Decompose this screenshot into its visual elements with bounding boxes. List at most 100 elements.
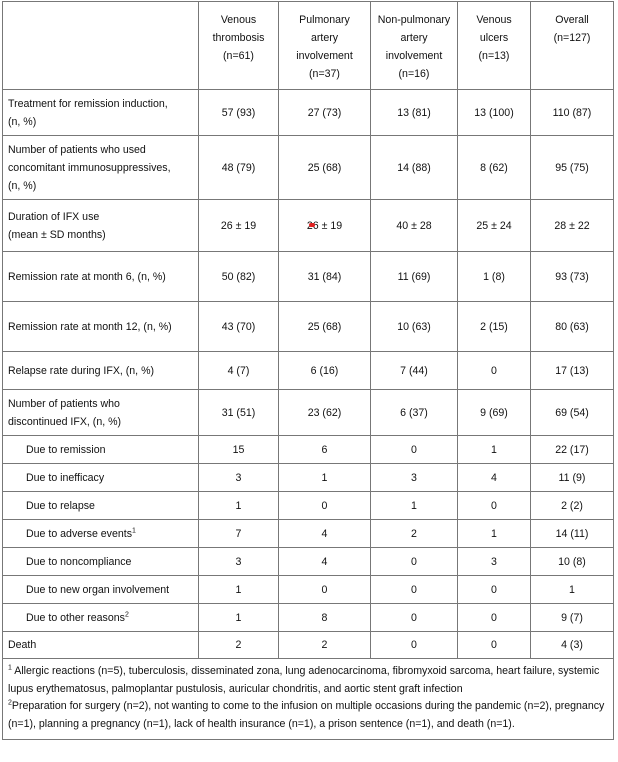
- value-cell: 22 (17): [530, 435, 614, 464]
- label-line: (n, %): [8, 179, 37, 192]
- value-cell: 3: [370, 463, 458, 492]
- row-label: Death: [2, 631, 199, 659]
- value-cell: 40 ± 28: [370, 199, 458, 252]
- value-cell: 48 (79): [198, 135, 279, 200]
- label-text: Due to remission: [26, 443, 106, 456]
- header-line: (n=16): [398, 68, 430, 80]
- sub-row-label: Due to adverse events1: [2, 519, 199, 548]
- value-cell: 15: [198, 435, 279, 464]
- label-line: Remission rate at month 6, (n, %): [8, 270, 166, 283]
- table-row: Remission rate at month 12, (n, %) 43 (70…: [2, 301, 614, 352]
- value-cell: 25 (68): [278, 301, 371, 352]
- red-mark: [309, 223, 315, 227]
- value-cell: 0: [457, 575, 531, 604]
- value-cell: 23 (62): [278, 389, 371, 436]
- label-line: Number of patients who: [8, 397, 120, 410]
- row-label: Remission rate at month 6, (n, %): [2, 251, 199, 302]
- value-cell: 10 (8): [530, 547, 614, 576]
- value-cell: 14 (11): [530, 519, 614, 548]
- value-cell: 10 (63): [370, 301, 458, 352]
- header-line: Pulmonary: [299, 14, 350, 26]
- value-cell: 2: [198, 631, 279, 659]
- value-cell: 7: [198, 519, 279, 548]
- value-cell: 1: [370, 491, 458, 520]
- value-cell: 31 (84): [278, 251, 371, 302]
- value-cell: 1: [457, 435, 531, 464]
- value-cell: 57 (93): [198, 89, 279, 136]
- value-cell: 25 ± 24: [457, 199, 531, 252]
- value-cell: 1 (8): [457, 251, 531, 302]
- header-line: (n=61): [223, 50, 254, 62]
- label-line: discontinued IFX, (n, %): [8, 415, 122, 428]
- footnote-cell: 1 Allergic reactions (n=5), tuberculosis…: [2, 658, 614, 740]
- footnote-text: Preparation for surgery (n=2), not wanti…: [8, 700, 605, 730]
- data-table: Venous thrombosis (n=61) Pulmonary artery inv…: [2, 1, 614, 740]
- table-row: Relapse rate during IFX, (n, %) 4 (7) 6 (1…: [2, 351, 614, 390]
- value-cell: 0: [457, 603, 531, 632]
- value-cell: 4: [278, 547, 371, 576]
- header-line: involvement: [385, 50, 443, 62]
- label-line: concomitant immunosuppressives,: [8, 161, 171, 174]
- header-line: (n=127): [553, 32, 591, 44]
- value-cell: 26 ± 19: [198, 199, 279, 252]
- label-line: Remission rate at month 12, (n, %): [8, 320, 172, 333]
- value-cell: 0: [370, 603, 458, 632]
- value-cell: 13 (81): [370, 89, 458, 136]
- value-cell: 110 (87): [530, 89, 614, 136]
- row-label: Number of patients who discontinued IFX, …: [2, 389, 199, 436]
- label-line: (mean ± SD months): [8, 228, 106, 241]
- table-row: Remission rate at month 6, (n, %) 50 (82)…: [2, 251, 614, 302]
- value-cell: 6 (37): [370, 389, 458, 436]
- value-cell: 3: [198, 547, 279, 576]
- value-cell: 9 (69): [457, 389, 531, 436]
- row-label: Duration of IFX use (mean ± SD months): [2, 199, 199, 252]
- header-line: Venous: [476, 14, 512, 26]
- value-cell: 80 (63): [530, 301, 614, 352]
- sub-row-label: Due to other reasons2: [2, 603, 199, 632]
- row-label: Relapse rate during IFX, (n, %): [2, 351, 199, 390]
- value-cell: 2 (15): [457, 301, 531, 352]
- value-cell: 0: [278, 491, 371, 520]
- sub-row-label: Due to relapse: [2, 491, 199, 520]
- value-cell: 50 (82): [198, 251, 279, 302]
- value-cell: 25 (68): [278, 135, 371, 200]
- value-cell: 6: [278, 435, 371, 464]
- sub-row: Due to relapse 1 0 1 0 2 (2): [2, 491, 614, 520]
- label-line: Number of patients who used: [8, 143, 146, 156]
- value-cell: 0: [370, 547, 458, 576]
- footnote-text: Allergic reactions (n=5), tuberculosis, …: [8, 665, 600, 695]
- value-cell: 3: [457, 547, 531, 576]
- header-row: Venous thrombosis (n=61) Pulmonary artery inv…: [2, 1, 614, 90]
- header-line: (n=13): [478, 50, 510, 62]
- value-cell: 8: [278, 603, 371, 632]
- value-cell: 0: [457, 631, 531, 659]
- value-cell: 7 (44): [370, 351, 458, 390]
- value-cell: 4: [457, 463, 531, 492]
- value-cell: 4 (3): [530, 631, 614, 659]
- row-label: Remission rate at month 12, (n, %): [2, 301, 199, 352]
- value-cell: 31 (51): [198, 389, 279, 436]
- sub-row: Due to adverse events1 7 4 2 1 14 (11): [2, 519, 614, 548]
- label-text: Due to other reasons: [26, 611, 125, 624]
- header-cell: Venous thrombosis (n=61): [198, 1, 279, 90]
- value-cell: 9 (7): [530, 603, 614, 632]
- value-cell: 1: [530, 575, 614, 604]
- header-line: Overall: [555, 14, 589, 26]
- header-cell: Overall (n=127): [530, 1, 614, 90]
- sub-row-label: Due to new organ involvement: [2, 575, 199, 604]
- value-cell: 14 (88): [370, 135, 458, 200]
- header-line: ulcers: [479, 32, 509, 44]
- sub-row-label: Due to noncompliance: [2, 547, 199, 576]
- value-cell: 13 (100): [457, 89, 531, 136]
- value-cell: 2: [370, 519, 458, 548]
- value-cell: 28 ± 22: [530, 199, 614, 252]
- footnote-row: 1 Allergic reactions (n=5), tuberculosis…: [2, 658, 614, 740]
- sub-row: Due to noncompliance 3 4 0 3 10 (8): [2, 547, 614, 576]
- header-cell: Non-pulmonary artery involvement (n=16): [370, 1, 458, 90]
- header-cell: [2, 1, 199, 90]
- value-cell: 2 (2): [530, 491, 614, 520]
- value-cell: 95 (75): [530, 135, 614, 200]
- footnote-marker: 1: [8, 664, 12, 672]
- header-line: artery: [310, 32, 339, 44]
